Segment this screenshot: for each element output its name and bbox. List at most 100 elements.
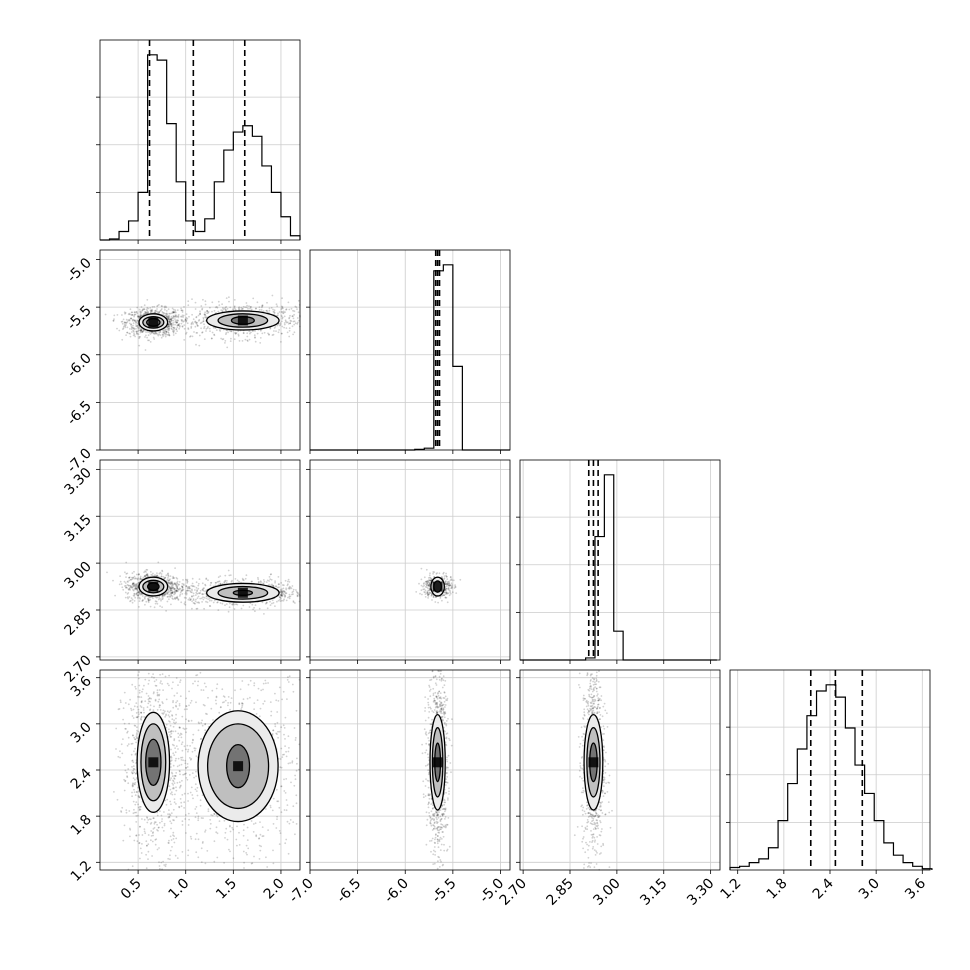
sample-point [173,778,176,780]
sample-point [272,797,275,800]
sample-point [246,697,249,700]
sample-point [146,306,149,309]
sample-point [266,866,269,868]
sample-point [145,571,147,573]
sample-point [180,756,182,759]
sample-point [148,818,151,820]
sample-point [172,319,175,322]
sample-point [290,320,293,322]
sample-point [138,314,141,317]
sample-point [184,759,187,762]
sample-point [219,602,222,604]
sample-point [194,680,196,683]
sample-point [204,303,207,306]
sample-point [271,733,274,735]
sample-point [170,594,173,597]
sample-point [246,853,248,856]
sample-point [187,586,190,588]
sample-point [132,594,135,597]
sample-point [201,582,204,585]
sample-point [163,822,166,825]
sample-point [197,595,200,598]
sample-point [253,334,256,337]
sample-point [188,818,190,821]
sample-point [169,321,172,324]
sample-point [203,682,206,685]
sample-point [197,584,200,587]
sample-point [131,601,134,604]
sample-point [154,600,157,603]
sample-point [201,724,204,727]
sample-point [155,310,157,313]
sample-point [173,719,175,721]
sample-point [226,346,229,349]
sample-point [194,816,197,819]
sample-point [198,344,201,347]
sample-point [139,331,142,334]
sample-point [174,320,177,323]
sample-point [183,327,186,330]
sample-point [154,602,157,605]
sample-point [167,317,170,320]
sample-point [185,705,188,708]
sample-point [172,598,174,600]
sample-point [132,785,134,787]
sample-point [131,791,133,794]
histogram-panel: 1.2 1.8 2.4 3.0 3.6 [717,669,933,903]
sample-point [169,779,172,781]
sample-point [229,850,231,853]
sample-point [133,750,135,753]
sample-point [170,766,172,768]
sample-point [118,708,121,710]
sample-point [224,340,227,342]
sample-point [294,833,296,836]
sample-point [149,333,152,335]
sample-point [128,596,131,598]
sample-point [183,745,186,748]
sample-point [218,329,221,331]
sample-point [192,733,195,736]
sample-point [279,766,282,769]
sample-point [262,310,265,312]
sample-point [173,782,176,784]
sample-point [154,310,156,312]
sample-point [129,335,132,338]
sample-point [178,703,181,705]
sample-point [173,593,175,596]
sample-point [157,561,160,564]
sample-point [125,809,128,811]
sample-point [261,601,264,604]
sample-point [127,597,129,600]
sample-point [283,326,285,329]
sample-point [166,682,169,685]
sample-point [158,312,160,315]
sample-point [271,294,274,297]
sample-point [168,327,170,330]
sample-point [274,725,277,728]
sample-point [293,313,295,316]
sample-point [166,312,168,315]
sample-point [163,811,165,813]
sample-point [121,586,124,589]
sample-point [221,310,224,312]
sample-point [175,786,177,789]
sample-point [104,313,107,316]
sample-point [127,589,130,591]
sample-point [173,597,176,600]
sample-point [170,748,172,751]
sample-point [168,333,170,336]
sample-point [139,329,142,332]
sample-point [122,328,124,331]
sample-point [259,833,262,836]
sample-point [144,603,146,606]
sample-point [153,705,155,708]
sample-point [124,702,127,704]
sample-point [138,337,141,340]
sample-point [141,690,143,693]
sample-point [197,729,200,732]
sample-point [189,758,192,761]
sample-point [246,839,249,841]
sample-point [125,321,128,324]
sample-point [283,322,286,324]
sample-point [257,578,260,581]
